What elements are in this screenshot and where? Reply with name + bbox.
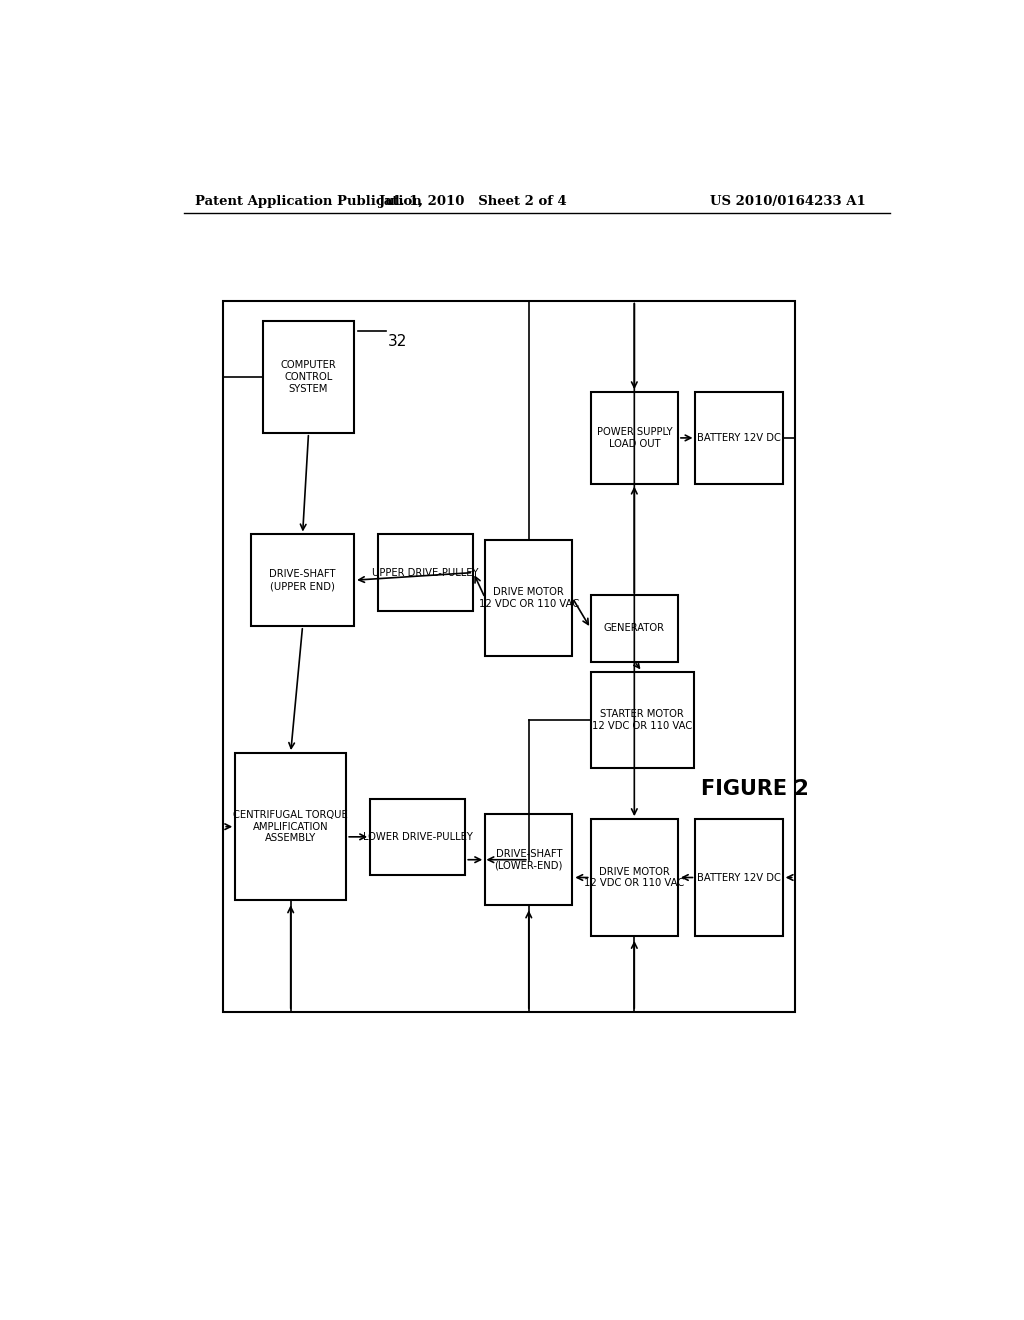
Bar [485, 540, 572, 656]
Text: DRIVE MOTOR
12 VDC OR 110 VAC: DRIVE MOTOR 12 VDC OR 110 VAC [584, 867, 684, 888]
Text: DRIVE-SHAFT
(UPPER END): DRIVE-SHAFT (UPPER END) [269, 569, 336, 591]
Bar [236, 752, 346, 900]
Text: BATTERY 12V DC: BATTERY 12V DC [697, 873, 781, 883]
Bar [485, 814, 572, 906]
Text: STARTER MOTOR
12 VDC OR 110 VAC: STARTER MOTOR 12 VDC OR 110 VAC [592, 709, 692, 731]
Bar [695, 818, 782, 936]
Text: 32: 32 [388, 334, 408, 348]
Bar [591, 595, 678, 661]
Bar [263, 321, 354, 433]
Bar [591, 672, 694, 768]
Text: DRIVE-SHAFT
(LOWER-END): DRIVE-SHAFT (LOWER-END) [495, 849, 563, 870]
Text: Patent Application Publication: Patent Application Publication [196, 194, 422, 207]
Bar [695, 392, 782, 483]
Text: UPPER DRIVE-PULLEY: UPPER DRIVE-PULLEY [373, 568, 479, 578]
Bar [223, 301, 795, 1012]
Bar [591, 392, 678, 483]
Text: BATTERY 12V DC: BATTERY 12V DC [697, 433, 781, 444]
Text: COMPUTER
CONTROL
SYSTEM: COMPUTER CONTROL SYSTEM [281, 360, 337, 393]
Bar [251, 535, 354, 626]
Text: Jul. 1, 2010   Sheet 2 of 4: Jul. 1, 2010 Sheet 2 of 4 [379, 194, 567, 207]
Text: FIGURE 2: FIGURE 2 [701, 779, 809, 799]
Text: CENTRIFUGAL TORQUE
AMPLIFICATION
ASSEMBLY: CENTRIFUGAL TORQUE AMPLIFICATION ASSEMBL… [233, 810, 348, 843]
Text: DRIVE MOTOR
12 VDC OR 110 VAC: DRIVE MOTOR 12 VDC OR 110 VAC [478, 587, 579, 609]
Bar [370, 799, 465, 875]
Text: US 2010/0164233 A1: US 2010/0164233 A1 [711, 194, 866, 207]
Text: POWER SUPPLY
LOAD OUT: POWER SUPPLY LOAD OUT [597, 428, 672, 449]
Text: GENERATOR: GENERATOR [604, 623, 665, 634]
Text: LOWER DRIVE-PULLEY: LOWER DRIVE-PULLEY [362, 832, 473, 842]
Bar [591, 818, 678, 936]
Bar [378, 535, 473, 611]
